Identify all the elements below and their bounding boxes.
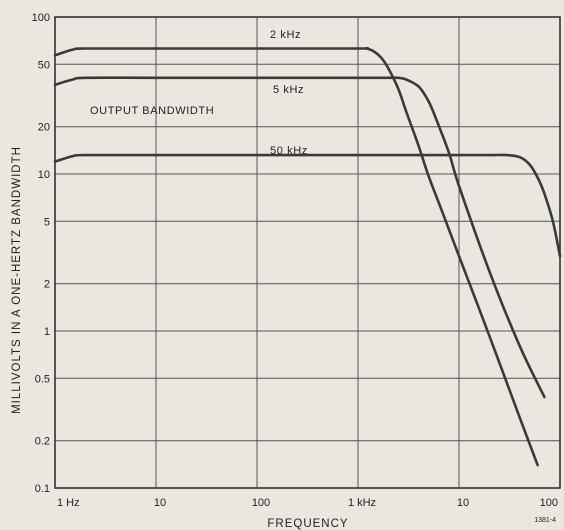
figure-number: 1381-4	[534, 517, 556, 524]
series-label: 50 kHz	[270, 145, 308, 157]
y-tick-label: 0.2	[35, 436, 50, 448]
y-tick-label: 100	[32, 12, 50, 24]
x-tick-label: 100	[252, 497, 270, 509]
y-tick-label: 50	[38, 59, 50, 71]
y-tick-label: 10	[38, 169, 50, 181]
y-tick-label: 20	[38, 122, 50, 134]
x-tick-label: 10	[154, 497, 166, 509]
y-tick-label: 1	[44, 326, 50, 338]
x-tick-label: 100	[540, 497, 558, 509]
series-group	[53, 47, 562, 467]
y-tick-label: 5	[44, 216, 50, 228]
y-tick-label: 2	[44, 279, 50, 291]
output-bandwidth-annotation: OUTPUT BANDWIDTH	[90, 105, 214, 117]
series-label: 5 kHz	[273, 84, 304, 96]
y-tick-label: 0.5	[35, 373, 50, 385]
x-tick-label: 10	[457, 497, 469, 509]
series-line-5-khz	[53, 76, 546, 399]
x-axis-label: FREQUENCY	[267, 518, 348, 530]
plot-frame	[54, 16, 561, 489]
x-tick-labels: 1 Hz 10 100 1 kHz 10 100	[57, 497, 558, 509]
series-line-50-khz	[53, 153, 562, 258]
grid	[54, 16, 561, 489]
series-line-2-khz	[53, 47, 539, 467]
x-tick-label: 1 Hz	[57, 497, 80, 509]
y-tick-labels: 0.1 0.2 0.5 1 2 5 10 20 50 100	[32, 12, 50, 495]
series-labels: 2 kHz 5 kHz 50 kHz	[270, 29, 308, 157]
x-tick-label: 1 kHz	[348, 497, 376, 509]
y-tick-label: 0.1	[35, 483, 50, 495]
series-label: 2 kHz	[270, 29, 301, 41]
y-axis-label: MILLIVOLTS IN A ONE-HERTZ BANDWIDTH	[11, 146, 23, 414]
